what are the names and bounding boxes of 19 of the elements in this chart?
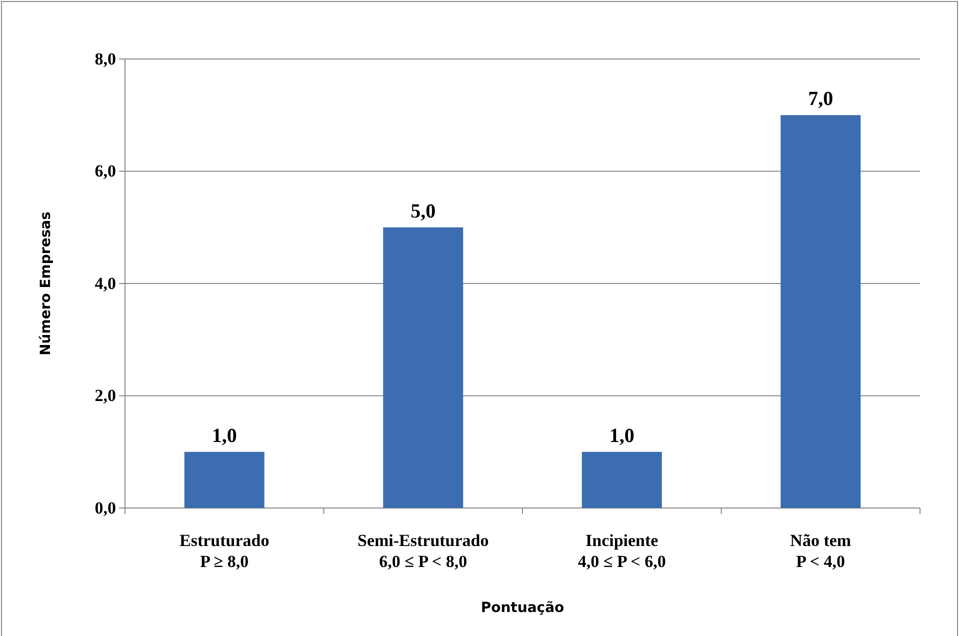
y-tick-label: 0,0 [94,498,116,518]
data-label: 5,0 [410,200,436,222]
data-label: 7,0 [808,88,834,110]
x-tick-label: Incipiente 4,0 ≤ P < 6,0 [578,531,666,571]
bar [383,227,464,508]
y-tick-label: 4,0 [94,274,116,293]
y-axis-title: Número Empresas [38,212,54,356]
y-tick-label: 2,0 [94,386,116,406]
bar [780,115,861,508]
data-label: 1,0 [212,424,237,447]
x-tick-label: Semi-Estruturado 6,0 ≤ P < 8,0 [357,531,489,571]
y-tick-label: 6,0 [94,162,116,181]
y-tick-label: 8,0 [94,49,116,68]
data-label: 1,0 [609,424,634,447]
bar [582,452,662,508]
bar [184,452,264,508]
x-tick-label: Não tem P < 4,0 [790,531,852,571]
x-tick-label: Estruturado P ≥ 8,0 [180,531,270,571]
x-axis-title: Pontuação [480,600,565,616]
